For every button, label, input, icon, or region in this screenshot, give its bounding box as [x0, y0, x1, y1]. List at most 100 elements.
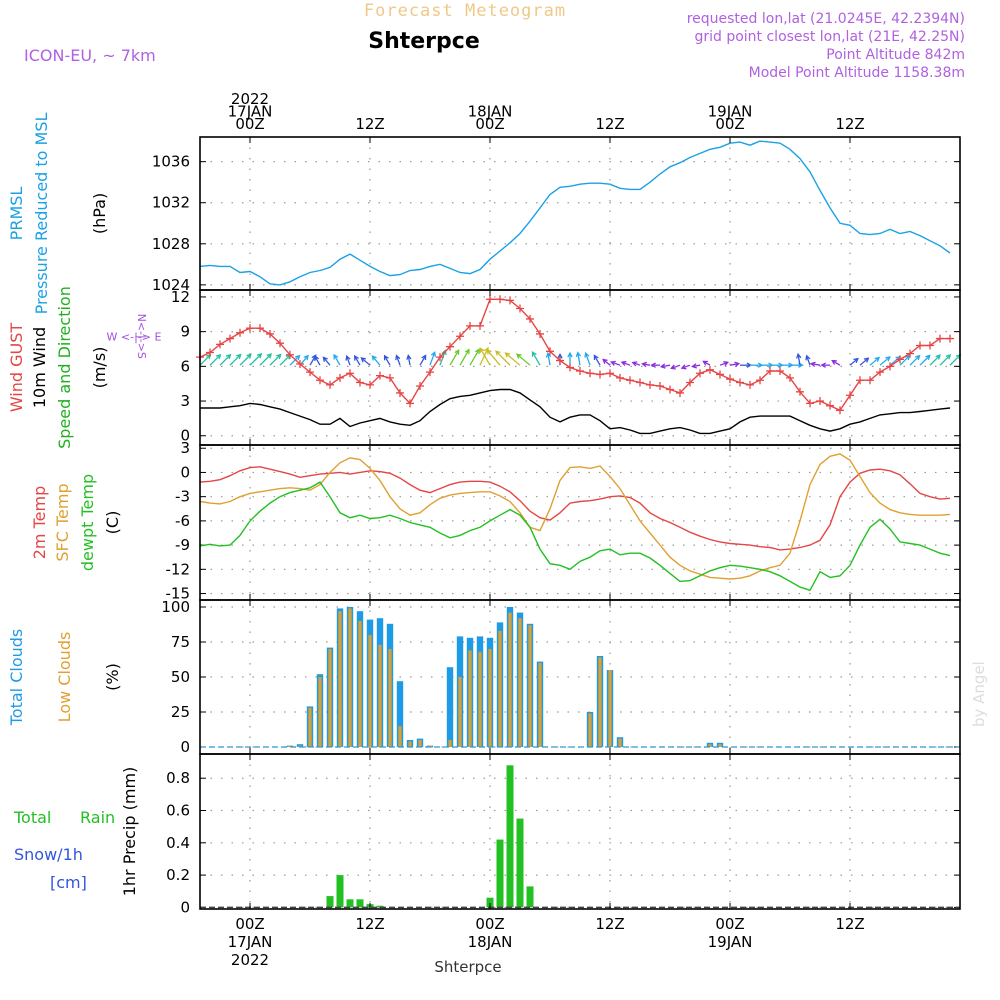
wind-arrow-head	[474, 348, 480, 354]
rain-bar	[376, 905, 384, 908]
series-line-temp	[199, 466, 951, 551]
low-cloud-bar	[538, 663, 542, 747]
wind-arrow-head	[567, 351, 573, 358]
wind-arrow	[269, 354, 282, 366]
label-total: Total	[13, 808, 51, 827]
y-tick-label: 0.2	[166, 866, 190, 884]
low-cloud-bar	[288, 745, 292, 747]
wind-arrow-head	[650, 362, 656, 368]
wind-arrow-head	[322, 356, 328, 362]
wind-arrow	[395, 355, 401, 366]
top-time-label: 19JAN	[708, 103, 753, 121]
wind-arrow	[593, 355, 601, 366]
y-tick-label: 1024	[152, 276, 190, 294]
series-line-sfc	[199, 453, 951, 580]
gust-marker	[596, 370, 604, 379]
gust-marker	[286, 350, 294, 359]
low-cloud-bar	[298, 745, 302, 747]
rain-bar	[526, 886, 534, 908]
wind-arrow-head	[246, 353, 252, 359]
wind-arrow-head	[395, 354, 401, 361]
chart-title: Shterpce	[368, 29, 480, 54]
wind-arrow-head	[820, 362, 826, 368]
wind-arrow-head	[641, 361, 647, 368]
low-cloud-bar	[448, 740, 452, 747]
wind-arrow	[371, 355, 381, 366]
wind-arrow-head	[430, 351, 437, 357]
panel-frame	[199, 444, 961, 601]
wind-arrow	[909, 355, 920, 366]
top-time-label: 17JAN	[228, 103, 273, 121]
low-cloud-bar	[428, 745, 432, 747]
gust-marker	[576, 366, 584, 375]
wind-arrow	[486, 349, 501, 366]
gust-marker	[926, 341, 934, 350]
y-tick-label: -9	[175, 536, 190, 554]
gust-marker	[406, 399, 414, 408]
low-cloud-bar	[708, 744, 712, 747]
low-cloud-bar	[418, 740, 422, 747]
y-tick-label: 50	[171, 668, 190, 686]
gust-marker	[816, 397, 824, 406]
gust-marker	[386, 373, 394, 382]
gust-marker	[686, 378, 694, 387]
label-rain: Rain	[80, 808, 115, 827]
wind-arrow	[361, 357, 371, 366]
wind-arrow	[479, 347, 489, 366]
series-line-pressure	[199, 140, 951, 286]
wind-arrow-head	[495, 350, 501, 356]
gust-marker	[746, 380, 754, 389]
panel-wind: 0 3 6 9 12 Wind GUST 10m Wind Speed and Directi…	[7, 286, 962, 449]
wind-arrow-head	[945, 354, 952, 360]
gust-marker	[906, 349, 914, 358]
y-tick-label: 0.4	[166, 834, 190, 852]
series-line-wind	[200, 388, 951, 435]
gust-marker	[446, 342, 454, 351]
y-tick-label: 0.6	[166, 802, 190, 820]
bottom-time-label: 12Z	[835, 915, 864, 933]
gust-marker	[546, 347, 554, 356]
gust-marker	[566, 363, 574, 372]
wind-arrow	[354, 355, 361, 366]
gust-marker	[526, 314, 534, 323]
top-time-label: 2022	[231, 90, 269, 108]
low-cloud-bar	[388, 649, 392, 747]
low-cloud-bar	[338, 611, 342, 747]
low-cloud-bar	[478, 651, 482, 747]
wind-arrow-head	[602, 358, 608, 364]
model-altitude: Model Point Altitude 1158.38m	[749, 65, 965, 81]
gust-marker	[896, 355, 904, 364]
gust-marker	[366, 380, 374, 389]
wind-arrow-head	[215, 353, 222, 360]
gust-marker	[246, 324, 254, 333]
wind-arrow	[209, 354, 221, 366]
y-tick-label: 9	[180, 323, 190, 341]
wind-arrow-head	[831, 360, 837, 365]
y-tick-label: -6	[175, 512, 190, 530]
wind-arrow	[547, 353, 551, 366]
top-time-label: 12Z	[835, 115, 864, 133]
wind-arrow	[239, 353, 252, 366]
y-tick-label: -12	[166, 560, 191, 578]
wind-arrow-head	[575, 351, 582, 358]
wind-arrow-head	[345, 354, 351, 361]
gust-marker	[516, 304, 524, 313]
gust-marker	[916, 341, 924, 350]
wind-arrow-head	[454, 349, 460, 355]
label-2m-temp: 2m Temp	[30, 486, 49, 560]
gust-marker	[296, 360, 304, 369]
gust-marker	[316, 376, 324, 385]
low-cloud-bar	[608, 670, 612, 747]
wind-arrow	[449, 349, 460, 366]
top-time-label: 00Z	[475, 115, 504, 133]
wind-arrow	[219, 354, 231, 366]
gust-marker	[506, 296, 514, 305]
wind-arrow-head	[925, 354, 931, 360]
low-cloud-bar	[498, 630, 502, 747]
wind-arrow-head	[486, 348, 492, 355]
low-cloud-bar	[398, 726, 402, 747]
wind-arrow-head	[479, 347, 485, 353]
rain-bar	[336, 875, 344, 908]
wind-arrow	[516, 353, 531, 366]
y-tick-label: 3	[180, 392, 190, 410]
